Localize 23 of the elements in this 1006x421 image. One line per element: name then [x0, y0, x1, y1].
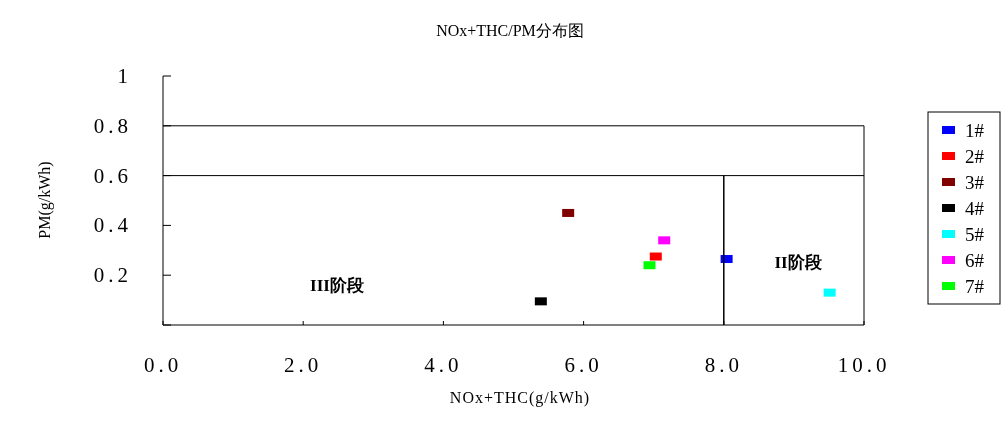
- x-tick-label: 8.0: [704, 353, 743, 377]
- y-tick-label: 1: [117, 64, 132, 88]
- legend-label: 6#: [965, 250, 985, 271]
- x-tick-label: 6.0: [564, 353, 603, 377]
- legend-label: 3#: [965, 172, 985, 193]
- x-axis-title: NOx+THC(g/kWh): [449, 389, 591, 407]
- y-tick-label: 0.6: [93, 163, 132, 188]
- legend-label: 5#: [965, 224, 985, 245]
- x-tick-label: 10.0: [837, 353, 891, 377]
- chart-title: NOx+THC/PM分布图: [436, 22, 584, 39]
- y-axis-title: PM(g/kWh): [36, 161, 54, 239]
- annotation: III阶段: [310, 276, 365, 295]
- y-tick-label: 0.8: [93, 113, 132, 138]
- legend-label: 2#: [965, 146, 985, 167]
- legend-label: 4#: [965, 198, 985, 219]
- legend-label: 1#: [965, 120, 985, 141]
- y-tick-label: 0.2: [93, 263, 132, 288]
- x-tick-label: 0.0: [143, 353, 183, 377]
- legend-label: 7#: [965, 276, 985, 297]
- annotation: II阶段: [774, 253, 823, 272]
- x-tick-label: 2.0: [284, 353, 323, 377]
- x-tick-label: 4.0: [424, 353, 463, 377]
- y-tick-label: 0.4: [93, 213, 132, 238]
